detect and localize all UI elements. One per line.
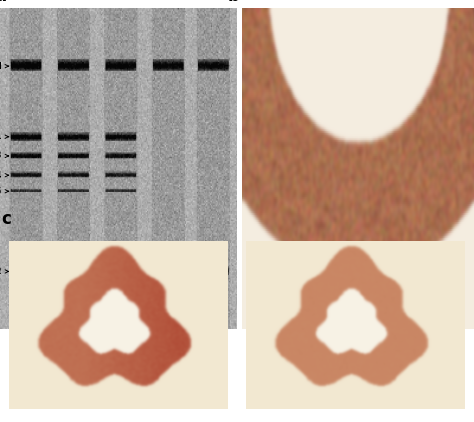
Text: GAPDH: GAPDH: [0, 62, 9, 70]
Text: CCR5: CCR5: [0, 187, 9, 196]
Text: c: c: [1, 210, 10, 228]
Text: CCR1: CCR1: [0, 132, 9, 141]
Text: b: b: [228, 0, 240, 5]
Text: CCR4: CCR4: [0, 171, 9, 180]
Text: a: a: [0, 0, 6, 5]
Text: CCR2: CCR2: [0, 267, 9, 276]
Text: CCR3: CCR3: [0, 151, 9, 160]
